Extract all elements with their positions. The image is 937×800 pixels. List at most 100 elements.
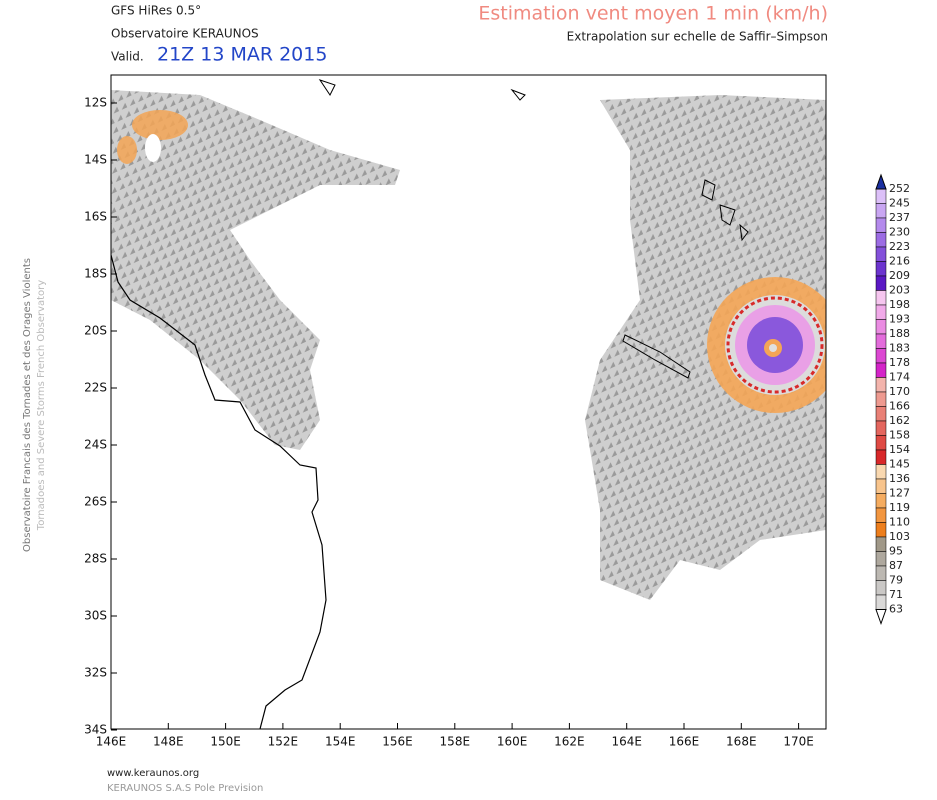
lat-label: 18S	[84, 267, 107, 281]
footer-company: KERAUNOS S.A.S Pole Prevision	[107, 783, 263, 794]
lon-label: 162E	[554, 735, 585, 749]
colorbar-band	[875, 522, 887, 538]
lon-label: 164E	[611, 735, 642, 749]
colorbar-band	[875, 217, 887, 233]
colorbar-band	[875, 348, 887, 364]
colorbar-label: 188	[889, 327, 910, 340]
plot-frame	[110, 74, 827, 730]
colorbar-band	[875, 464, 887, 480]
colorbar-label: 193	[889, 313, 910, 326]
lon-label: 152E	[268, 735, 299, 749]
colorbar-label: 127	[889, 487, 910, 500]
colorbar-band	[875, 304, 887, 320]
colorbar-label: 198	[889, 298, 910, 311]
lon-label: 156E	[382, 735, 413, 749]
colorbar-band	[875, 536, 887, 552]
colorbar-label: 170	[889, 385, 910, 398]
lat-label: 28S	[84, 552, 107, 566]
lon-label: 150E	[210, 735, 241, 749]
colorbar-band	[875, 435, 887, 451]
colorbar-label: 63	[889, 603, 903, 616]
colorbar-band	[875, 565, 887, 581]
colorbar-band	[875, 246, 887, 262]
colorbar-band	[875, 420, 887, 436]
lat-label: 34S	[84, 723, 107, 737]
colorbar-band	[875, 203, 887, 219]
lat-label: 12S	[84, 96, 107, 110]
colorbar-band	[875, 188, 887, 204]
wind-core	[132, 110, 188, 140]
colorbar-label: 79	[889, 574, 903, 587]
colorbar-label: 237	[889, 211, 910, 224]
eye	[769, 344, 777, 352]
colorbar-band	[875, 551, 887, 567]
lat-label: 30S	[84, 609, 107, 623]
colorbar-label: 87	[889, 559, 903, 572]
colorbar-label: 178	[889, 356, 910, 369]
wind-field	[111, 90, 400, 450]
colorbar-label: 162	[889, 414, 910, 427]
colorbar-label: 145	[889, 458, 910, 471]
subtitle: Extrapolation sur echelle de Saffir–Simp…	[567, 30, 828, 44]
colorbar-arrow	[875, 609, 887, 625]
lon-label: 158E	[440, 735, 471, 749]
colorbar-label: 174	[889, 371, 910, 384]
lat-label: 20S	[84, 324, 107, 338]
lon-label: 146E	[96, 735, 127, 749]
colorbar-arrow	[875, 173, 887, 190]
colorbar-label: 230	[889, 226, 910, 239]
colorbar-label: 209	[889, 269, 910, 282]
side-text: Tornadoes and Severe Storms French Obser…	[36, 280, 47, 531]
colorbar-label: 166	[889, 400, 910, 413]
lat-label: 26S	[84, 495, 107, 509]
colorbar-band	[875, 594, 887, 610]
colorbar-band	[875, 319, 887, 335]
colorbar-label: 119	[889, 501, 910, 514]
colorbar-band	[875, 493, 887, 509]
eye	[145, 134, 161, 162]
colorbar-band	[875, 333, 887, 349]
colorbar-band	[875, 261, 887, 277]
lon-label: 170E	[783, 735, 814, 749]
colorbar-band	[875, 580, 887, 596]
colorbar-label: 245	[889, 197, 910, 210]
colorbar-band	[875, 290, 887, 306]
footer-url: www.keraunos.org	[107, 768, 199, 779]
model: GFS HiRes 0.5°	[111, 4, 201, 18]
lon-label: 148E	[153, 735, 184, 749]
lat-label: 24S	[84, 438, 107, 452]
wind-ring	[726, 296, 824, 394]
lat-label: 22S	[84, 381, 107, 395]
colorbar-label: 158	[889, 429, 910, 442]
colorbar-band	[875, 449, 887, 465]
colorbar-band	[875, 362, 887, 378]
lat-label: 32S	[84, 666, 107, 680]
colorbar-band	[875, 377, 887, 393]
wind-field	[585, 95, 826, 600]
colorbar-label: 252	[889, 182, 910, 195]
colorbar-band	[875, 391, 887, 407]
colorbar-band	[875, 406, 887, 422]
colorbar-band	[875, 507, 887, 523]
colorbar-label: 136	[889, 472, 910, 485]
colorbar-band	[875, 232, 887, 248]
valid-time: 21Z 13 MAR 2015	[157, 44, 327, 66]
lat-label: 16S	[84, 210, 107, 224]
lon-label: 166E	[669, 735, 700, 749]
colorbar-label: 110	[889, 516, 910, 529]
lat-label: 14S	[84, 153, 107, 167]
title: Estimation vent moyen 1 min (km/h)	[478, 3, 828, 25]
colorbar-label: 183	[889, 342, 910, 355]
lon-label: 168E	[726, 735, 757, 749]
coastline	[318, 79, 749, 242]
colorbar-label: 216	[889, 255, 910, 268]
colorbar-band	[875, 275, 887, 291]
colorbar-label: 71	[889, 588, 903, 601]
colorbar-label: 223	[889, 240, 910, 253]
source: Observatoire KERAUNOS	[111, 27, 259, 41]
colorbar-label: 154	[889, 443, 910, 456]
side-text: Observatoire Francais des Tornades et de…	[22, 258, 33, 552]
colorbar-label: 95	[889, 545, 903, 558]
lon-label: 154E	[325, 735, 356, 749]
